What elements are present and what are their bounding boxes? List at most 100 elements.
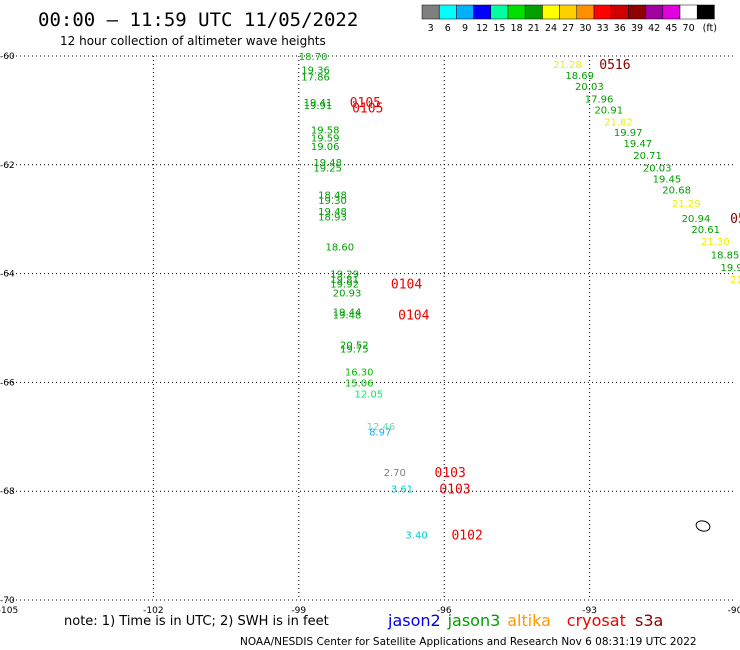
swh-point-label: 21.30 [701,237,730,248]
colorbar-label: 45 [665,23,677,34]
time-label: 0103 [435,466,466,481]
swh-point-label: 20.71 [633,151,662,162]
colorbar-label: 9 [462,23,468,34]
swh-point-label: 21.28 [553,60,582,71]
swh-point-label: 19.45 [653,174,682,185]
swh-point-label: 3.61 [391,484,413,495]
swh-point-label: 18.48 [318,191,347,202]
y-tick-label: -70 [0,596,15,606]
swh-point-label: 18.70 [299,52,328,63]
swh-point-label: 20.52 [340,340,369,351]
footer-text: NOAA/NESDIS Center for Satellite Applica… [240,636,697,648]
colorbar-swatch [696,4,715,20]
swh-point-label: 12.05 [355,389,384,400]
swh-point-label: 20.94 [682,214,711,225]
satellite-name: jason3 [447,611,501,630]
colorbar-label: 27 [562,23,574,34]
swh-point-label: 8.97 [369,427,391,438]
swh-point-label: 20.93 [333,289,362,300]
swh-point-label: 19.06 [311,142,340,153]
colorbar-swatch [610,4,629,20]
colorbar-swatch [473,4,492,20]
swh-point-label: 20.61 [691,225,720,236]
colorbar-label: 6 [445,23,451,34]
colorbar-swatch [679,4,698,20]
time-label: 0102 [451,529,482,544]
y-tick-label: -62 [0,161,15,171]
colorbar-swatch [593,4,612,20]
x-tick-label: -93 [582,606,597,616]
colorbar-label: 42 [648,23,660,34]
swh-point-label: 19.44 [333,308,362,319]
time-label: 0105 [350,96,381,111]
swh-point-label: 17.96 [585,94,614,105]
swh-point-label: 19.58 [311,125,340,136]
colorbar-swatch [628,4,646,20]
swh-point-label: 19.30 [318,196,347,207]
swh-point-label: 3.40 [405,531,427,542]
colorbar-label: 3 [428,23,434,34]
time-label: 0103 [439,482,470,497]
swh-point-label: 18.93 [318,212,347,223]
swh-point-label: 19.48 [318,207,347,218]
swh-point-label: 19.92 [330,279,359,290]
colorbar-label: 39 [631,23,643,34]
swh-point-label: 19.25 [313,164,342,175]
colorbar: 3 6 9 12 15 18 21 24 27 30 33 36 39 42 45 70 (ft) [421,4,717,34]
swh-point-label: 20.91 [594,105,623,116]
colorbar-label: 15 [493,23,505,34]
colorbar-swatch [456,4,474,20]
y-tick-label: -64 [0,270,15,280]
chart-subtitle: 12 hour collection of altimeter wave hei… [60,34,326,48]
x-tick-label: -102 [143,606,163,616]
colorbar-label: 21 [528,23,540,34]
swh-point-label: 20.03 [575,82,604,93]
colorbar-label: 36 [614,23,626,34]
grid [8,55,735,601]
swh-point-label: 19.97 [614,128,643,139]
satellite-name: cryosat [567,611,626,630]
colorbar-swatch [524,4,543,20]
swh-point-label: 15.06 [345,378,374,389]
y-tick-label: -60 [0,52,15,62]
x-tick-label: -96 [437,606,452,616]
satellite-name: jason2 [387,611,441,630]
y-tick-label: -68 [0,487,15,497]
chart-title: 00:00 – 11:59 UTC 11/05/2022 [38,9,358,31]
swh-point-label: 18.85 [711,251,740,262]
satellite-name: altika [507,611,551,630]
y-tick-label: -66 [0,378,15,388]
swh-point-label: 2.70 [384,468,406,479]
swh-point-label: 19.36 [301,66,330,77]
colorbar-swatch [490,4,509,20]
time-label: 0515 [730,212,740,227]
colorbar-swatch [662,4,681,20]
colorbar-swatch [576,4,595,20]
swh-point-label: 19.81 [330,275,359,286]
satellite-name: s3a [635,611,663,630]
colorbar-swatch [542,4,560,20]
swh-point-label: 20.68 [662,185,691,196]
colorbar-label: (ft) [703,23,717,34]
swh-point-label: 19.29 [330,270,359,281]
time-label: 0105 [352,102,383,117]
note-text: note: 1) Time is in UTC; 2) SWH is in fe… [64,614,329,629]
swh-point-label: 19.48 [333,310,362,321]
time-label: 0104 [398,308,429,323]
satellite-legend: jason2 jason3 altika cryosat s3a [387,611,663,630]
swh-point-label: 12.46 [367,422,396,433]
colorbar-label: 30 [579,23,591,34]
colorbar-label: 33 [597,23,609,34]
swh-point-label: 21.29 [672,199,701,210]
x-tick-label: -90 [728,606,740,616]
colorbar-label: 18 [511,23,523,34]
time-label: 0516 [599,58,630,73]
colorbar-label: 70 [683,23,695,34]
colorbar-swatch [421,4,440,20]
colorbar-swatch [507,4,526,20]
swh-point-label: 21.32 [730,275,740,286]
colorbar-label: 24 [545,23,557,34]
swh-point-label: 19.47 [624,139,653,150]
colorbar-swatch [559,4,578,20]
